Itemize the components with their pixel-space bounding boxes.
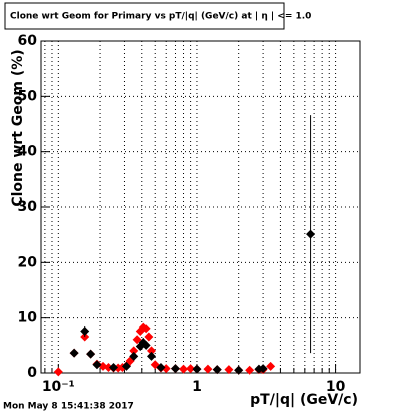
point bbox=[156, 362, 166, 372]
point bbox=[108, 362, 118, 372]
point bbox=[179, 364, 189, 374]
point bbox=[121, 361, 131, 371]
y-tick-label: 60 bbox=[18, 33, 38, 49]
y-tick-label: 50 bbox=[18, 88, 38, 104]
point bbox=[212, 365, 222, 375]
y-tick-label: 20 bbox=[18, 254, 38, 270]
point bbox=[86, 349, 96, 359]
point bbox=[306, 229, 316, 239]
point bbox=[245, 365, 255, 375]
y-tick-label: 30 bbox=[18, 199, 38, 215]
point bbox=[186, 364, 196, 374]
point bbox=[141, 340, 151, 350]
point bbox=[146, 351, 156, 361]
y-axis-label: Clone wrt Geom (%) bbox=[10, 49, 26, 206]
point bbox=[141, 324, 151, 334]
x-axis-label: pT/|q| (GeV/c) bbox=[250, 392, 358, 408]
point bbox=[258, 364, 268, 374]
point bbox=[224, 365, 234, 375]
point bbox=[80, 327, 90, 336]
title-box bbox=[4, 2, 285, 30]
x-tick-label: 1 bbox=[192, 379, 202, 395]
point bbox=[266, 361, 276, 371]
x-tick-label: 10 bbox=[326, 379, 346, 395]
y-tick-label: 0 bbox=[27, 365, 37, 381]
point bbox=[170, 364, 180, 374]
point bbox=[192, 364, 202, 374]
y-tick-label: 40 bbox=[18, 144, 38, 160]
point bbox=[53, 367, 63, 377]
x-tick-label: 10⁻¹ bbox=[42, 379, 75, 395]
point bbox=[144, 332, 154, 342]
point bbox=[146, 346, 156, 356]
point bbox=[129, 346, 139, 356]
point bbox=[234, 365, 244, 375]
point bbox=[69, 348, 79, 358]
point bbox=[203, 364, 213, 374]
timestamp: Mon May 8 15:41:38 2017 bbox=[3, 402, 134, 412]
point bbox=[129, 351, 139, 361]
y-tick-label: 10 bbox=[18, 310, 38, 326]
chart-title: Clone wrt Geom for Primary vs pT/|q| (Ge… bbox=[10, 12, 311, 22]
point bbox=[92, 360, 102, 370]
